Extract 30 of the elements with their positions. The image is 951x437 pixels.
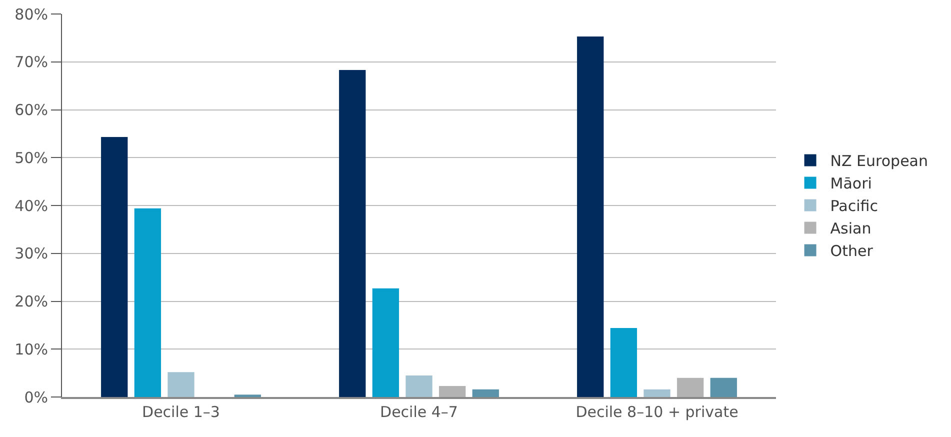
bar [406,375,432,397]
legend-label: Other [830,242,874,260]
bar [438,386,466,397]
x-tick-label: Decile 1–3 [142,403,220,421]
y-tick-label: 0% [24,388,48,406]
y-tick-label: 60% [14,101,48,119]
y-tick-label: 10% [14,340,48,358]
x-tick-label: Decile 8–10 + private [576,403,738,421]
y-tick-label: 70% [14,53,48,72]
bar [610,328,638,397]
bar [577,36,604,397]
bar [644,389,670,397]
y-tick-label: 50% [14,148,48,167]
y-tick-label: 20% [14,292,48,310]
bar [134,208,162,397]
bar [168,372,194,397]
legend-label: Asian [830,220,872,238]
bar [710,378,737,397]
y-tick-label: 80% [14,5,48,24]
bar [472,389,499,397]
legend-label: Pacific [830,197,878,216]
x-tick-label: Decile 4–7 [380,403,458,421]
bar [372,288,400,397]
bar [339,70,366,397]
legend-label: NZ European [830,152,928,170]
y-tick-label: 30% [14,244,48,263]
bar [101,137,128,397]
y-tick-label: 40% [14,196,48,215]
bar [676,378,704,397]
legend-label: Māori [830,174,872,193]
